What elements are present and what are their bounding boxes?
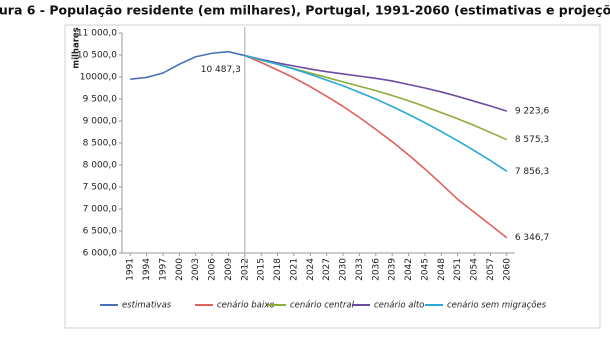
legend-label: cenário central [290, 301, 355, 311]
y-tick-label: 6 000,0 [83, 249, 118, 259]
value-label: 6 346,7 [515, 233, 549, 243]
x-tick-label: 2015 [257, 258, 267, 281]
y-tick-label: 10 500,0 [77, 51, 117, 61]
series-line [244, 54, 508, 112]
x-tick-label: 2027 [322, 258, 332, 281]
legend-label: cenário alto [374, 301, 424, 311]
x-tick-label: 1991 [126, 258, 136, 281]
x-tick-label: 2057 [486, 258, 496, 281]
x-tick-label: 2054 [470, 258, 480, 281]
x-tick-label: 2003 [191, 258, 201, 281]
value-label: 9 223,6 [515, 107, 550, 117]
y-tick-label: 6 500,0 [83, 227, 118, 237]
y-tick-label: 8 500,0 [83, 139, 118, 149]
value-label: 10 487,3 [201, 65, 241, 75]
x-tick-label: 2021 [289, 258, 299, 281]
legend-label: cenário baixo [217, 301, 274, 311]
y-tick-label: 7 500,0 [83, 183, 118, 193]
x-tick-label: 2048 [437, 258, 447, 281]
x-tick-label: 2030 [339, 258, 349, 281]
x-tick-label: 2045 [420, 258, 430, 281]
x-tick-label: 2018 [273, 258, 283, 281]
x-tick-label: 2036 [371, 258, 381, 281]
x-tick-label: 2042 [404, 258, 414, 281]
y-tick-label: 9 500,0 [83, 95, 118, 105]
x-tick-label: 2024 [306, 258, 316, 281]
y-tick-label: 8 000,0 [83, 161, 118, 171]
value-label: 7 856,3 [515, 167, 549, 177]
x-tick-label: 2000 [175, 258, 185, 281]
legend-label: estimativas [122, 301, 172, 311]
x-tick-label: 2006 [208, 258, 218, 281]
y-axis-label: milhares [72, 27, 82, 69]
y-tick-label: 7 000,0 [83, 205, 118, 215]
x-tick-label: 2060 [502, 258, 512, 281]
x-tick-label: 2039 [388, 258, 398, 281]
y-tick-label: 9 000,0 [83, 117, 118, 127]
series-line [244, 54, 508, 172]
x-tick-label: 2033 [355, 258, 365, 281]
x-tick-label: 2009 [224, 258, 234, 281]
chart-title: Figura 6 - População residente (em milha… [0, 3, 610, 18]
x-tick-label: 1997 [158, 258, 168, 281]
x-tick-label: 2051 [453, 258, 463, 281]
value-label: 8 575,3 [515, 135, 549, 145]
y-tick-label: 11 000,0 [77, 29, 117, 39]
legend-label: cenário sem migrações [447, 301, 547, 311]
series-line [244, 54, 508, 239]
y-tick-label: 10000,0 [80, 73, 117, 83]
series-line [130, 50, 245, 80]
x-tick-label: 1994 [142, 258, 152, 281]
